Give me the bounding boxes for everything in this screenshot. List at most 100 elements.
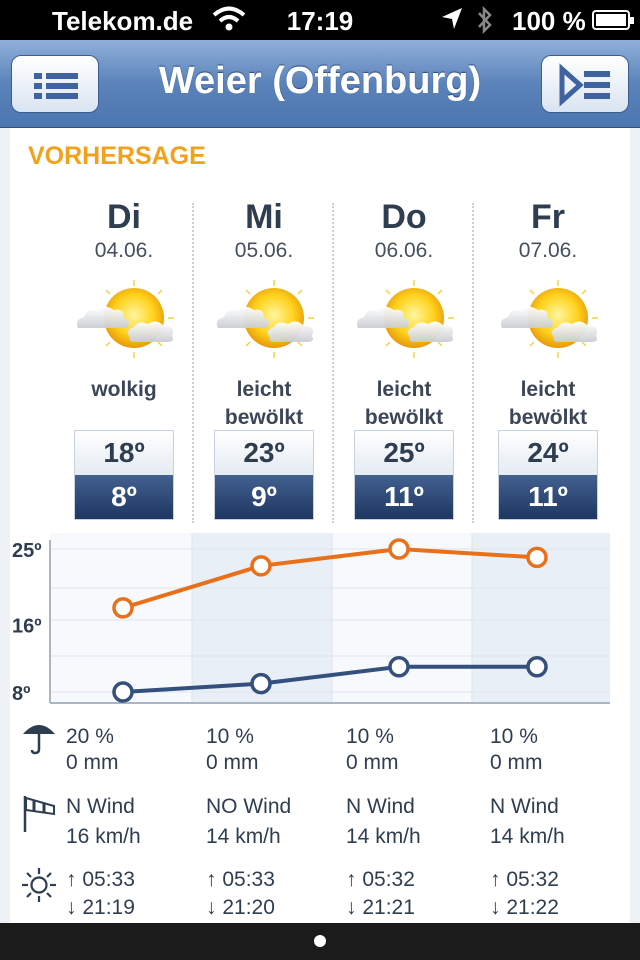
bluetooth-icon [475,5,495,41]
wind-speed: 14 km/h [490,825,565,848]
high-temperature: 25º [355,431,453,475]
sidebar-toggle-icon [559,63,610,107]
partly-cloudy-icon [496,280,606,360]
weather-description-line1: leicht [376,378,432,401]
low-temperature-line [122,664,537,694]
day-date: 05.06. [234,239,294,262]
wind-info: N Wind 16 km/h [66,792,206,852]
list-icon [34,73,78,99]
sun-times: ↑ 05:32 ↓ 21:21 [346,866,486,922]
low-temperature: 8º [75,475,173,519]
windsock-icon [20,792,58,832]
sun-times: ↑ 05:32 ↓ 21:22 [490,866,630,922]
weather-description-line1: leicht [236,378,292,401]
status-time: 17:19 [286,6,354,36]
sun-times: ↑ 05:33 ↓ 21:20 [206,866,346,922]
partly-cloudy-icon [72,280,182,360]
sunrise-time: ↑ 05:33 [66,868,135,891]
weather-description-line2: bewölkt [364,406,444,429]
carrier-name: Telekom.de [52,6,194,36]
rain-amount: 0 mm [490,751,543,774]
battery-percentage: 100 % [512,6,586,36]
battery-icon [592,10,634,30]
weather-description-line2: bewölkt [224,406,304,429]
weather-description-line1: wolkig [91,378,157,401]
forecast-day-column: Mi 05.06. leicht bewölkt 23º 9º [194,198,334,520]
menu-button[interactable] [11,55,99,113]
chart-point [112,681,134,703]
temperature-box: 25º 11º [354,430,454,520]
navigation-bar: Weier (Offenburg) [0,40,640,128]
day-name: Di [107,198,141,236]
temperature-box: 24º 11º [498,430,598,520]
rain-probability: 10 % [346,725,394,748]
column-divider [472,203,474,523]
precipitation-info: 10 % 0 mm [346,724,486,776]
high-temperature-line [122,546,538,610]
sunset-time: ↓ 21:20 [206,896,275,919]
sunset-time: ↓ 21:21 [346,896,415,919]
wind-speed: 16 km/h [66,825,141,848]
wifi-icon [212,6,246,39]
status-bar: Telekom.de 17:19 100 % [0,0,640,52]
high-temperature: 24º [499,431,597,475]
low-temperature: 11º [499,475,597,519]
rain-amount: 0 mm [66,751,119,774]
chart-y-tick-label: 8º [12,683,30,705]
chart-point [250,672,272,695]
wind-direction: N Wind [66,795,135,818]
weather-description-line1: leicht [520,378,576,401]
high-temperature: 18º [75,431,173,475]
precipitation-info: 10 % 0 mm [490,724,630,776]
sunrise-time: ↑ 05:32 [490,868,559,891]
sidebar-toggle-button[interactable] [541,55,629,113]
rain-amount: 0 mm [206,751,259,774]
partly-cloudy-icon [212,280,322,360]
forecast-day-column: Di 04.06. wolkig 18º 8º [54,198,194,520]
sunset-time: ↓ 21:19 [66,896,135,919]
day-name: Fr [531,198,565,236]
sunrise-time: ↑ 05:32 [346,868,415,891]
wind-info: N Wind 14 km/h [490,792,630,852]
weather-description: wolkig [54,376,194,404]
column-divider [332,203,334,523]
weather-description-line2: bewölkt [508,406,588,429]
wind-direction: NO Wind [206,795,292,818]
rain-amount: 0 mm [346,751,399,774]
precipitation-info: 10 % 0 mm [206,724,346,776]
chart-point [388,538,410,560]
wind-info: N Wind 14 km/h [346,792,486,852]
day-date: 07.06. [518,239,578,262]
chart-point [112,597,134,619]
precipitation-info: 20 % 0 mm [66,724,206,776]
section-title: VORHERSAGE [28,142,206,170]
temperature-chart: 25º 16º 8º [12,533,610,705]
column-divider [192,203,194,523]
high-temperature: 23º [215,431,313,475]
day-name: Mi [245,198,283,236]
wind-direction: N Wind [490,795,559,818]
sunrise-time: ↑ 05:33 [206,868,275,891]
sun-icon [20,866,58,904]
temperature-box: 18º 8º [74,430,174,520]
wind-speed: 14 km/h [346,825,421,848]
partly-cloudy-icon [352,280,462,360]
chart-point [526,546,548,569]
chart-point [250,555,272,577]
page-indicator[interactable] [0,923,640,960]
sunset-time: ↓ 21:22 [490,896,559,919]
wind-speed: 14 km/h [206,825,281,848]
rain-probability: 20 % [66,725,114,748]
chart-y-tick-label: 16º [12,616,42,638]
wind-direction: N Wind [346,795,415,818]
temperature-box: 23º 9º [214,430,314,520]
wind-info: NO Wind 14 km/h [206,792,346,852]
rain-probability: 10 % [490,725,538,748]
location-arrow-icon [440,6,464,39]
page-title: Weier (Offenburg) [158,60,482,102]
low-temperature: 11º [355,475,453,519]
rain-probability: 10 % [206,725,254,748]
forecast-card: VORHERSAGE Di 04.06. wolkig 18º 8º Mi 05… [10,128,630,923]
chart-point [526,656,548,678]
weather-description: leicht bewölkt [478,376,618,432]
